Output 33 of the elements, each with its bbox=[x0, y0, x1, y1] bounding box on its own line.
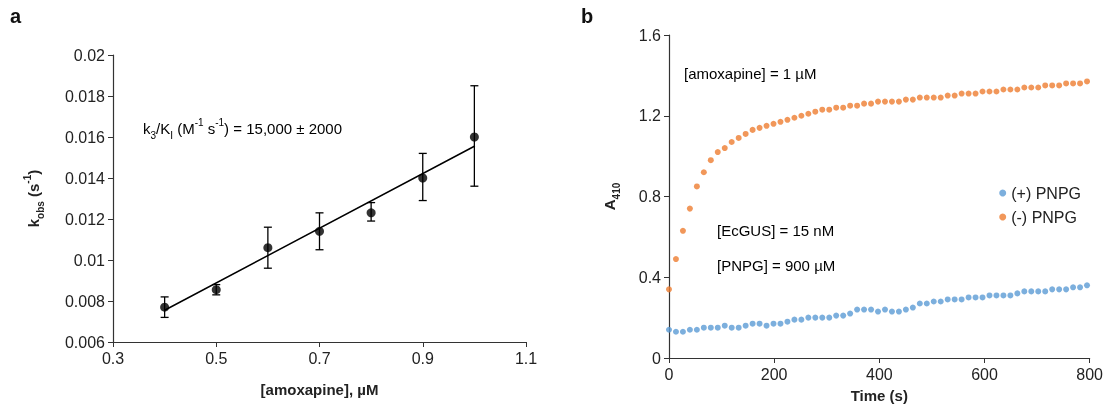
y-tick-label: 0.018 bbox=[64, 87, 106, 105]
annotation: [amoxapine] = 1 µM bbox=[683, 65, 816, 82]
annotation: [EcGUS] = 15 nM bbox=[716, 222, 834, 239]
y-tick-label: 0.01 bbox=[73, 251, 106, 269]
y-tick-label: 0.8 bbox=[638, 188, 661, 205]
x-tick-label: 0.7 bbox=[308, 349, 331, 367]
chart-title: b bbox=[580, 5, 593, 27]
y-tick-label: 0.006 bbox=[64, 333, 106, 351]
x-axis-title: [amoxapine], µM bbox=[260, 381, 379, 398]
y-axis-title: A410 bbox=[600, 182, 621, 211]
x-tick-label: 0.9 bbox=[411, 349, 434, 367]
x-axis-title: Time (s) bbox=[850, 387, 908, 404]
y-tick-label: 0.012 bbox=[64, 210, 106, 228]
y-tick-label: 0.4 bbox=[638, 268, 661, 286]
x-tick-label: 800 bbox=[1075, 365, 1103, 383]
y-axis-title: kobs (s-1) bbox=[21, 169, 46, 228]
y-tick-label: 0.016 bbox=[64, 128, 106, 146]
annotation: [PNPG] = 900 µM bbox=[716, 257, 835, 274]
x-tick-label: 1.1 bbox=[514, 349, 538, 367]
y-tick-label: 1.6 bbox=[638, 26, 661, 44]
x-tick-label: 0.3 bbox=[101, 349, 125, 367]
x-tick-label: 400 bbox=[865, 365, 893, 383]
y-tick-label: 0.008 bbox=[64, 292, 106, 310]
y-tick-label: 1.2 bbox=[638, 107, 661, 125]
legend-label: (+) PNPG bbox=[1010, 184, 1081, 202]
x-tick-label: 600 bbox=[970, 365, 998, 383]
y-tick-label: 0.02 bbox=[73, 46, 106, 64]
x-tick-label: 200 bbox=[760, 365, 788, 383]
x-tick-label: 0.5 bbox=[205, 349, 228, 367]
chart-title: a bbox=[10, 5, 22, 27]
legend-label: (-) PNPG bbox=[1010, 208, 1077, 226]
y-tick-label: 0.014 bbox=[64, 169, 106, 187]
x-tick-label: 0 bbox=[664, 365, 674, 383]
